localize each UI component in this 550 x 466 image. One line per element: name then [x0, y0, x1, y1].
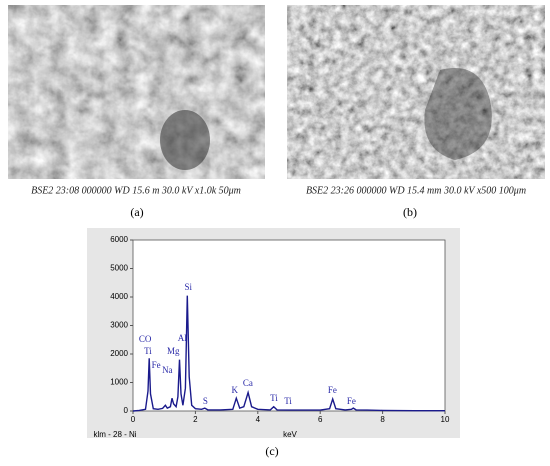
spectrum-line	[132, 295, 445, 412]
spectrum-note: klm - 28 - Ni	[93, 430, 136, 439]
x-tick-label: 6	[318, 415, 323, 424]
x-axis-label: keV	[283, 430, 297, 439]
peak-label: Fe	[152, 360, 161, 370]
sem-image-b	[287, 5, 545, 179]
peak-label: S	[203, 396, 208, 406]
peak-label: Na	[162, 365, 173, 375]
caption-b: BSE2 23:26 000000 WD 15.4 mm 30.0 kV x50…	[306, 185, 526, 196]
panel-label-b: (b)	[403, 205, 417, 219]
peak-label: Al	[178, 333, 187, 343]
peak-label: Fe	[328, 385, 337, 395]
plot-area	[132, 239, 446, 412]
sem-image-a	[8, 5, 265, 179]
peak-label: CO	[139, 334, 152, 344]
peak-label: Ti	[270, 393, 278, 403]
caption-a: BSE2 23:08 000000 WD 15.6 m 30.0 kV x1.0…	[31, 185, 241, 196]
x-tick-label: 10	[441, 415, 450, 424]
peak-label: K	[231, 385, 238, 395]
peak-label: Fe	[347, 396, 356, 406]
panel-label-c: (c)	[265, 444, 278, 458]
panel-label-a: (a)	[130, 205, 143, 219]
sem-pit	[424, 68, 492, 160]
y-tick-label: 0	[124, 406, 129, 415]
peak-label: Mg	[167, 346, 180, 356]
y-tick-label: 4000	[110, 292, 128, 301]
y-tick-label: 5000	[110, 264, 128, 273]
sem-shadow	[160, 110, 210, 170]
x-tick-label: 0	[131, 415, 136, 424]
peak-label: Si	[184, 282, 192, 292]
y-tick-label: 3000	[110, 321, 128, 330]
y-tick-label: 1000	[110, 378, 128, 387]
x-tick-label: 2	[193, 415, 198, 424]
y-tick-label: 6000	[110, 235, 128, 244]
peak-label: Ti	[284, 396, 292, 406]
peak-label: Ca	[243, 378, 253, 388]
x-tick-label: 4	[256, 415, 261, 424]
peak-label: Ti	[144, 346, 152, 356]
x-tick-label: 8	[380, 415, 385, 424]
y-tick-label: 2000	[110, 349, 128, 358]
